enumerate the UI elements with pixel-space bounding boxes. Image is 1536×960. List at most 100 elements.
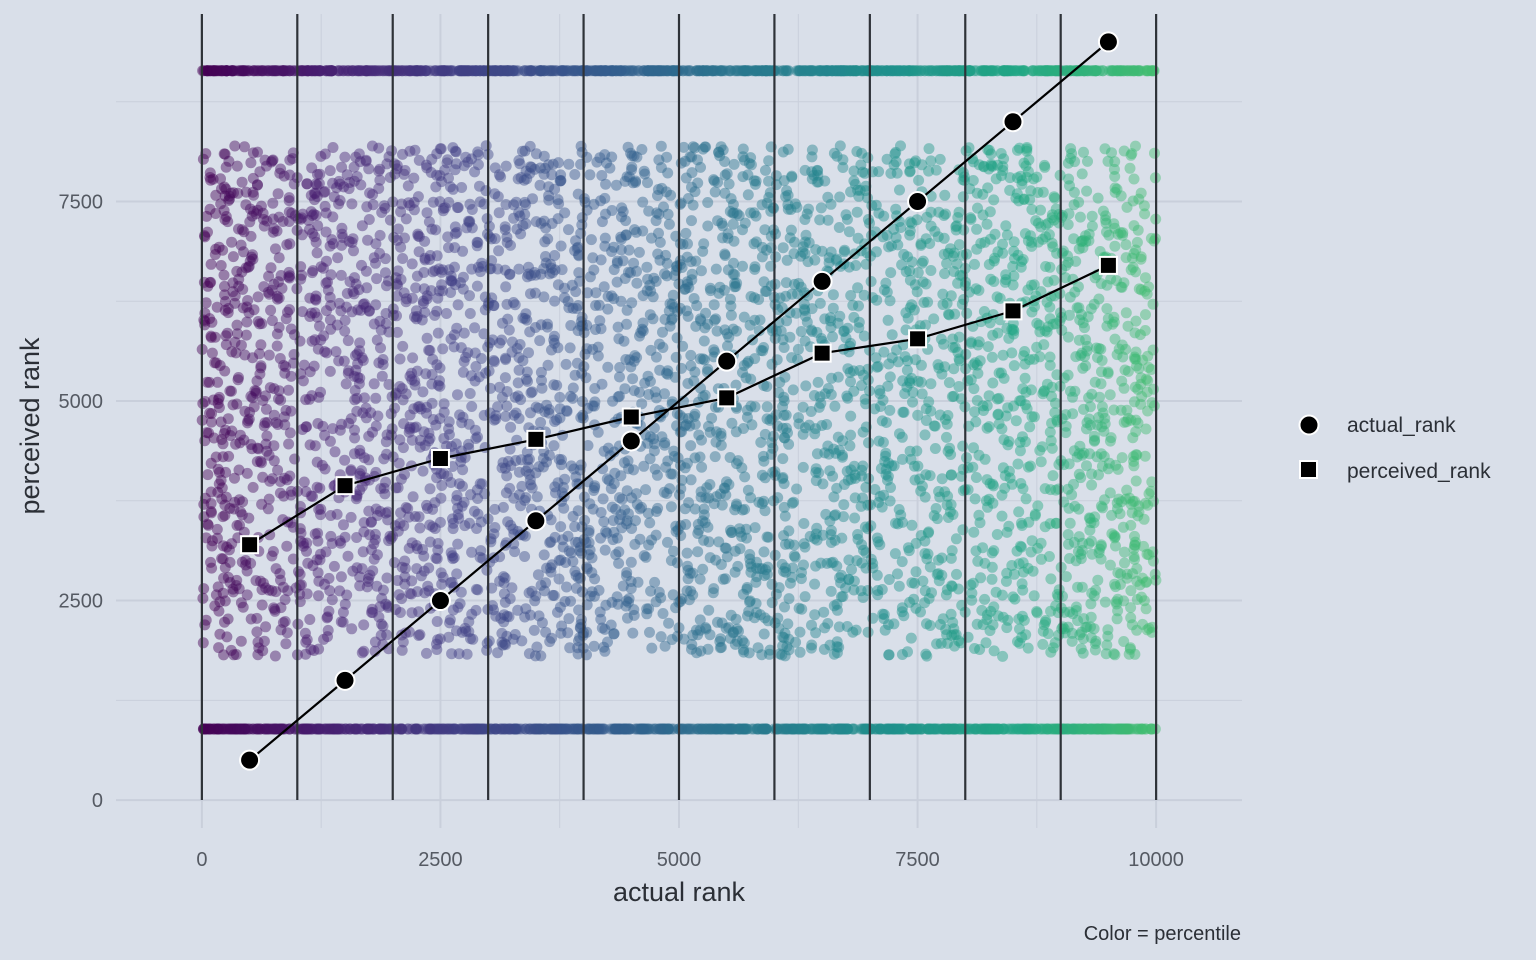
background-point bbox=[922, 65, 934, 77]
background-point bbox=[1041, 65, 1053, 77]
background-point bbox=[1019, 372, 1031, 384]
background-point bbox=[1041, 65, 1053, 77]
background-point bbox=[1125, 585, 1137, 597]
background-point bbox=[571, 65, 583, 77]
background-point bbox=[777, 242, 789, 254]
background-point bbox=[1106, 65, 1118, 77]
background-point bbox=[603, 475, 615, 486]
background-point bbox=[645, 65, 657, 77]
background-point bbox=[872, 65, 884, 77]
background-point bbox=[760, 723, 772, 735]
background-point bbox=[411, 723, 423, 735]
background-point bbox=[1104, 65, 1116, 77]
background-point bbox=[1097, 502, 1109, 514]
background-point bbox=[227, 399, 239, 411]
background-point bbox=[610, 65, 622, 77]
background-point bbox=[559, 65, 570, 77]
background-point bbox=[611, 276, 623, 288]
background-point bbox=[277, 65, 289, 77]
background-point bbox=[862, 214, 874, 225]
background-point bbox=[1037, 186, 1049, 198]
background-point bbox=[938, 65, 950, 77]
background-point bbox=[343, 65, 355, 77]
background-point bbox=[1091, 723, 1103, 735]
background-point bbox=[1146, 65, 1158, 77]
background-point bbox=[495, 65, 507, 77]
background-point bbox=[256, 599, 268, 611]
background-point bbox=[436, 65, 448, 77]
background-point bbox=[748, 723, 760, 735]
background-point bbox=[302, 65, 314, 77]
background-point bbox=[327, 723, 339, 735]
background-point bbox=[855, 65, 867, 77]
background-point bbox=[883, 723, 895, 735]
background-point bbox=[898, 610, 910, 622]
background-point bbox=[334, 585, 346, 597]
background-point bbox=[354, 65, 366, 77]
background-point bbox=[1116, 723, 1128, 735]
background-point bbox=[646, 642, 658, 654]
background-point bbox=[804, 65, 815, 77]
background-point bbox=[828, 491, 840, 503]
background-point bbox=[410, 65, 422, 77]
background-point bbox=[1094, 65, 1106, 77]
background-point bbox=[841, 621, 853, 632]
background-point bbox=[441, 65, 453, 77]
background-point bbox=[430, 65, 442, 77]
background-point bbox=[368, 723, 380, 735]
background-point bbox=[722, 723, 734, 735]
background-point bbox=[430, 65, 441, 77]
background-point bbox=[271, 340, 283, 352]
background-point bbox=[1035, 456, 1047, 468]
background-point bbox=[210, 65, 221, 77]
background-point bbox=[548, 440, 560, 452]
background-point bbox=[1001, 65, 1013, 77]
background-point bbox=[948, 723, 960, 735]
background-point bbox=[283, 384, 294, 396]
background-point bbox=[665, 555, 677, 566]
background-point bbox=[823, 65, 835, 77]
background-point bbox=[737, 143, 749, 155]
background-point bbox=[1122, 723, 1134, 735]
background-point bbox=[809, 578, 821, 590]
background-point bbox=[1071, 65, 1083, 77]
background-point bbox=[841, 723, 853, 735]
background-point bbox=[642, 65, 654, 77]
background-point bbox=[842, 723, 854, 735]
background-point bbox=[978, 723, 990, 735]
background-point bbox=[702, 197, 714, 208]
background-point bbox=[342, 335, 354, 347]
background-point bbox=[481, 65, 493, 77]
background-point bbox=[722, 340, 733, 352]
background-point bbox=[520, 65, 532, 77]
background-point bbox=[644, 626, 655, 638]
background-point bbox=[264, 723, 276, 735]
background-point bbox=[427, 266, 439, 278]
background-point bbox=[759, 723, 771, 735]
background-point bbox=[261, 65, 273, 77]
background-point bbox=[623, 723, 635, 735]
background-point bbox=[595, 254, 607, 266]
background-point bbox=[347, 65, 358, 77]
background-point bbox=[572, 723, 584, 735]
background-point bbox=[929, 723, 941, 735]
background-point bbox=[977, 188, 989, 200]
background-point bbox=[274, 65, 286, 77]
background-point bbox=[740, 65, 752, 77]
background-point bbox=[640, 551, 652, 563]
background-point bbox=[446, 648, 458, 660]
background-point bbox=[414, 522, 426, 534]
background-point bbox=[500, 487, 512, 499]
background-point bbox=[1041, 65, 1053, 77]
background-point bbox=[374, 723, 386, 735]
background-point bbox=[899, 65, 911, 77]
background-point bbox=[756, 723, 768, 735]
background-point bbox=[489, 723, 501, 735]
background-point bbox=[835, 65, 847, 77]
background-point bbox=[1011, 545, 1023, 557]
background-point bbox=[761, 65, 773, 77]
background-point bbox=[444, 65, 455, 77]
background-point bbox=[1016, 610, 1028, 622]
background-point bbox=[760, 564, 771, 576]
background-point bbox=[710, 65, 721, 77]
